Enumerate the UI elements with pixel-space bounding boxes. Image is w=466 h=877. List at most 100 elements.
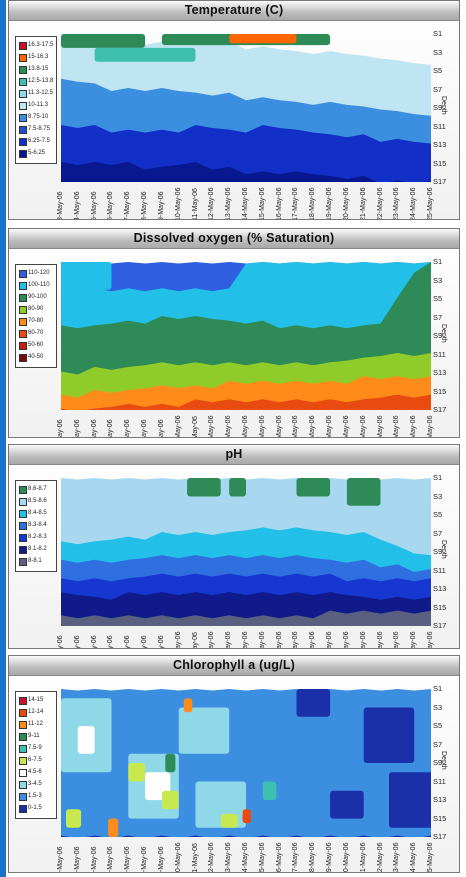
y-axis-title: Depth (440, 324, 447, 343)
x-tick-label: 21-May-06 (359, 187, 367, 220)
x-tick-label: 19-May-06 (326, 415, 334, 438)
x-tick-label: 17-May-06 (292, 631, 300, 649)
x-tick-label: 3-May-06 (57, 846, 64, 873)
heatmap-plot-area (61, 689, 431, 837)
heatmap-patch (220, 813, 238, 828)
heatmap-patch (61, 262, 112, 290)
heatmap-patch (161, 790, 179, 810)
y-tick-label: S5 (433, 294, 443, 303)
heatmap-layer (61, 610, 431, 626)
x-tick-label: 4-May-06 (73, 846, 81, 873)
heatmap-svg (61, 262, 431, 410)
legend-label: 9-11 (28, 733, 40, 739)
legend-item: 50-60 (19, 340, 57, 350)
legend-label: 12-14 (28, 709, 44, 715)
y-tick-label: S11 (433, 121, 446, 131)
legend-label: 5-6.25 (28, 150, 46, 156)
y-tick-label: S13 (433, 795, 447, 804)
legend-label: 7.5-8.75 (28, 126, 51, 132)
legend-item: 6.25-7.5 (19, 136, 57, 146)
x-tick-label: 23-May-06 (393, 842, 401, 873)
x-tick-label: 25-May-06 (427, 631, 434, 649)
y-tick-label: S3 (433, 47, 443, 57)
legend-item: 0-1.5 (19, 803, 57, 813)
legend-label: 11.3-12.5 (28, 90, 53, 96)
heatmap-patch (94, 47, 196, 62)
legend-swatch (19, 66, 27, 74)
x-tick-label: 16-May-06 (275, 631, 283, 649)
heatmap-patch (346, 478, 381, 506)
x-tick-label: 21-May-06 (359, 631, 367, 649)
legend-swatch (19, 330, 27, 338)
legend-item: 8.2-8.3 (19, 532, 57, 542)
x-tick-label: 17-May-06 (292, 415, 300, 438)
y-tick-label: S13 (433, 140, 447, 149)
x-tick-label: 16-May-06 (275, 842, 283, 873)
x-tick-label: 8-May-06 (141, 191, 149, 220)
x-tick-label: 11-May-06 (191, 843, 199, 873)
legend-label: 60-70 (28, 330, 44, 336)
x-tick-label: 10-May-06 (174, 842, 182, 873)
x-tick-label: 19-May-06 (326, 631, 334, 649)
x-tick-label: 12-May-06 (208, 631, 216, 649)
legend-swatch (19, 805, 27, 813)
x-tick-label: 5-May-06 (90, 846, 98, 873)
legend-swatch (19, 354, 27, 362)
legend-label: 16.3-17.5 (28, 42, 54, 48)
y-tick-label: S7 (433, 528, 443, 538)
legend-label: 8.75-10 (28, 114, 49, 120)
legend-item: 4.5-6 (19, 767, 57, 777)
x-tick-label: 10-May-06 (174, 187, 182, 220)
legend-swatch (19, 733, 27, 741)
y-tick-label: S9 (433, 331, 443, 340)
legend-label: 8.5-8.6 (28, 498, 47, 504)
chart-title: Chlorophyll a (ug/L) (172, 658, 296, 672)
y-tick-label: S13 (433, 584, 447, 593)
x-tick-label: 13-May-06 (225, 187, 233, 220)
legend-item: 90-100 (19, 292, 57, 302)
legend-label: 8.3-8.4 (28, 522, 47, 528)
legend-item: 7.5-9 (19, 743, 57, 753)
y-tick-label: S9 (433, 547, 443, 556)
y-tick-label: S11 (433, 565, 446, 575)
legend-swatch (19, 546, 27, 554)
chart-panel-1: Temperature (C) 16.3-17.5 15-16.3 13.8-15 12… (8, 0, 460, 220)
x-tick-label: 21-May-06 (359, 415, 367, 438)
x-tick-label: 7-May-06 (124, 635, 131, 648)
legend-label: 6-7.5 (28, 757, 42, 763)
x-tick-label: 14-May-06 (242, 842, 249, 873)
legend-swatch (19, 294, 27, 302)
y-tick-label: S3 (433, 702, 443, 712)
x-tick-label: 5-May-06 (91, 635, 98, 648)
x-tick-label: 15-May-06 (258, 631, 266, 649)
y-tick-label: S5 (433, 66, 443, 75)
y-tick-label: S9 (433, 103, 443, 112)
heatmap-svg (61, 34, 431, 182)
y-tick-label: S15 (433, 386, 447, 396)
x-tick-label: 20-May-06 (342, 187, 350, 220)
x-tick-label: 15-May-06 (258, 842, 266, 873)
y-tick-label: S1 (433, 473, 443, 482)
heatmap-patch (108, 818, 119, 837)
legend-item: 13.8-15 (19, 64, 57, 74)
x-tick-label: 6-May-06 (107, 846, 115, 873)
x-tick-label: 24-May-06 (410, 842, 418, 873)
legend-label: 4.5-6 (28, 769, 42, 775)
legend-item: 100-110 (19, 280, 57, 290)
heatmap-patch (165, 753, 176, 773)
legend-item: 8-8.1 (19, 556, 57, 566)
heatmap-patch (363, 707, 415, 763)
legend-item: 40-50 (19, 352, 57, 362)
chart-title-bar: Temperature (C) (9, 1, 459, 21)
heatmap-layer (61, 125, 431, 182)
legend-label: 110-120 (28, 270, 50, 276)
legend-item: 70-80 (19, 316, 57, 326)
heatmap-patch (262, 781, 277, 800)
x-tick-label: 24-May-06 (410, 415, 418, 438)
x-tick-label: 13-May-06 (225, 631, 233, 649)
legend-label: 15-16.3 (28, 54, 49, 60)
legend-swatch (19, 342, 27, 350)
chart-title-bar: pH (9, 445, 459, 465)
x-tick-label: 6-May-06 (107, 635, 114, 648)
y-tick-label: S9 (433, 758, 443, 767)
